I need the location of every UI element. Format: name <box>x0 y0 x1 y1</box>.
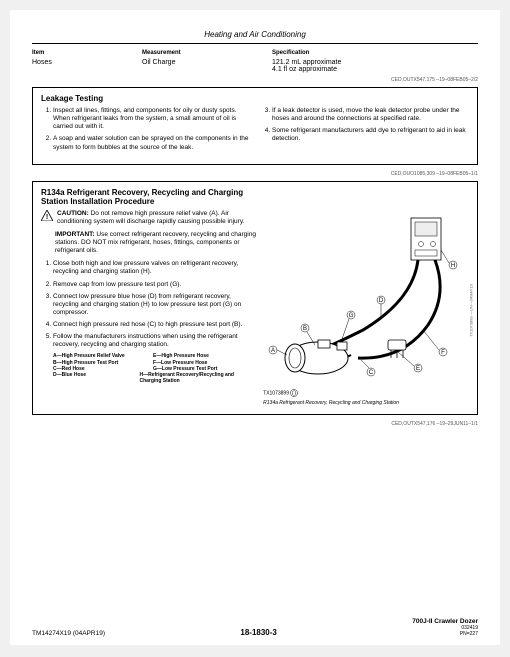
header-item: Item <box>32 50 142 56</box>
r134a-title: R134a Refrigerant Recovery, Recycling an… <box>41 188 271 206</box>
svg-text:D: D <box>379 298 384 304</box>
leakage-section: Leakage Testing Inspect all lines, fitti… <box>32 87 478 165</box>
svg-text:F: F <box>441 350 445 356</box>
important-text: IMPORTANT: Use correct refrigerant recov… <box>41 231 257 255</box>
ref-code: CED,OUO1085,309 –19–08FEB05–1/1 <box>32 171 478 177</box>
ref-code: CED,OUTX547,175 –19–08FEB05–2/2 <box>32 77 478 83</box>
divider <box>32 43 478 44</box>
diagram-code: TX1073899 <box>263 389 469 397</box>
page-footer: TM14274X19 (04APR19) 18-1830-3 700J-II C… <box>32 618 478 637</box>
list-item: Remove cap from low pressure test port (… <box>53 281 257 289</box>
svg-text:C: C <box>369 370 374 376</box>
leakage-steps-left: Inspect all lines, fittings, and compone… <box>41 107 250 152</box>
caution-block: ! CAUTION: Do not remove high pressure r… <box>41 210 257 226</box>
list-item: Close both high and low pressure valves … <box>53 260 257 276</box>
cell-item: Hoses <box>32 59 142 73</box>
svg-text:G: G <box>349 313 354 319</box>
recycle-icon <box>290 389 298 397</box>
side-code: TX1073899 —UN—04MAY10 <box>469 284 474 337</box>
section-title: Heating and Air Conditioning <box>32 30 478 39</box>
svg-text:B: B <box>303 326 307 332</box>
list-item: Follow the manufacturers instructions wh… <box>53 333 257 349</box>
r134a-steps: Close both high and low pressure valves … <box>41 260 257 349</box>
caution-text: CAUTION: Do not remove high pressure rel… <box>57 210 257 226</box>
list-item: Some refrigerant manufacturers add dye t… <box>272 127 469 143</box>
manual-page: Heating and Air Conditioning Item Measur… <box>10 10 500 645</box>
svg-text:H: H <box>451 263 455 269</box>
header-specification: Specification <box>272 50 478 56</box>
r134a-section: R134a Refrigerant Recovery, Recycling an… <box>32 181 478 415</box>
footer-center: 18-1830-3 <box>240 628 276 637</box>
legend: A—High Pressure Relief ValveE—High Press… <box>41 353 257 384</box>
list-item: Connect low pressure blue hose (D) from … <box>53 293 257 317</box>
refrigerant-diagram: A B G D E F H C <box>263 210 463 385</box>
header-measurement: Measurement <box>142 50 272 56</box>
footer-right: 700J-II Crawler Dozer 032419 PN=227 <box>412 618 478 637</box>
svg-text:E: E <box>416 366 420 372</box>
list-item: If a leak detector is used, move the lea… <box>272 107 469 123</box>
list-item: A soap and water solution can be sprayed… <box>53 135 250 151</box>
diagram-caption: R134a Refrigerant Recovery, Recycling an… <box>263 400 469 406</box>
warning-icon: ! <box>41 210 53 221</box>
diagram-column: A B G D E F H C <box>263 210 469 406</box>
svg-text:A: A <box>271 348 275 354</box>
cell-spec: 121.2 mL approximate 4.1 fl oz approxima… <box>272 59 478 73</box>
svg-text:!: ! <box>46 214 48 221</box>
spec-data-row: Hoses Oil Charge 121.2 mL approximate 4.… <box>32 59 478 73</box>
leakage-title: Leakage Testing <box>41 94 469 103</box>
ref-code: CED,OUTX547,176 –19–29JUN11–1/1 <box>32 421 478 427</box>
leakage-steps-right: If a leak detector is used, move the lea… <box>260 107 469 144</box>
cell-measurement: Oil Charge <box>142 59 272 73</box>
footer-left: TM14274X19 (04APR19) <box>32 630 105 637</box>
list-item: Connect high pressure red hose (C) to hi… <box>53 321 257 329</box>
list-item: Inspect all lines, fittings, and compone… <box>53 107 250 131</box>
spec-header-row: Item Measurement Specification <box>32 50 478 56</box>
